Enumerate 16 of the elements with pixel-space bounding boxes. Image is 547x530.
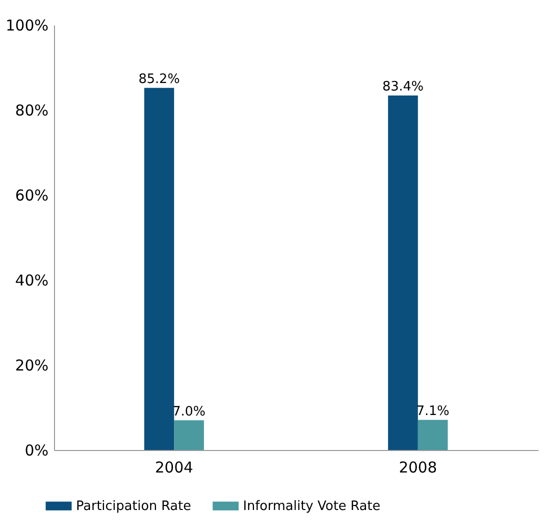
bar	[144, 88, 174, 450]
bar	[418, 420, 448, 450]
y-tick-label: 100%	[6, 16, 48, 34]
bar	[174, 420, 204, 450]
x-tick-label: 2004	[154, 458, 194, 476]
y-tick-label: 60%	[15, 186, 48, 204]
legend-label: Informality Vote Rate	[243, 499, 380, 514]
y-tick-label: 80%	[15, 102, 48, 120]
y-tick-label: 0%	[24, 442, 48, 460]
y-tick-label: 40%	[15, 272, 48, 290]
y-tick-label: 20%	[15, 356, 48, 374]
data-label: 85.2%	[138, 72, 180, 87]
data-label: 83.4%	[382, 80, 424, 95]
x-tick-label: 2008	[398, 458, 438, 476]
bar	[388, 96, 418, 450]
legend-label: Participation Rate	[76, 499, 192, 514]
